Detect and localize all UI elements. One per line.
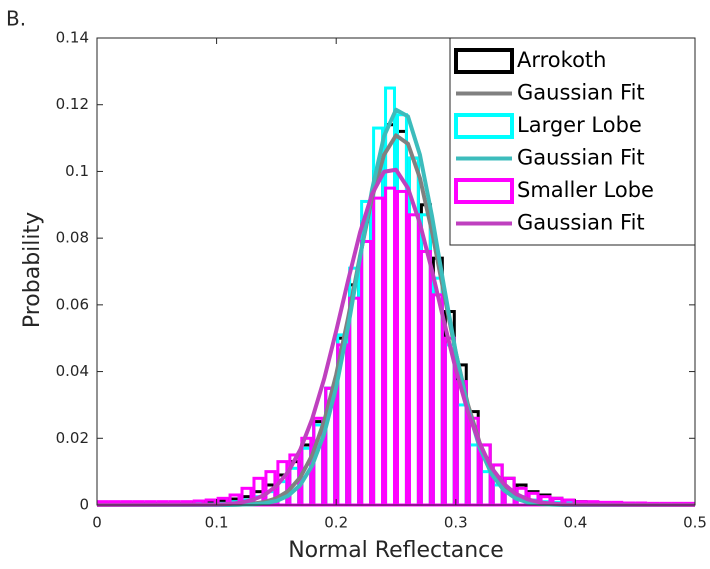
x-tick-label: 0.4 <box>563 514 587 532</box>
legend-label: Gaussian Fit <box>517 146 645 170</box>
y-axis-label: Probability <box>20 212 45 328</box>
y-tick-label: 0.14 <box>56 29 89 47</box>
x-tick-label: 0.3 <box>444 514 468 532</box>
y-tick-label: 0.08 <box>56 229 89 247</box>
fit-line <box>97 107 695 507</box>
legend-label: Smaller Lobe <box>517 178 654 202</box>
panel-label: B. <box>6 7 26 31</box>
y-tick-label: 0 <box>79 496 89 514</box>
x-tick-label: 0.1 <box>205 514 229 532</box>
legend-label: Gaussian Fit <box>517 211 645 235</box>
legend-label: Arrokoth <box>517 48 606 72</box>
x-tick-label: 0.2 <box>324 514 348 532</box>
legend-label: Gaussian Fit <box>517 81 645 105</box>
x-tick-label: 0 <box>92 514 102 532</box>
x-tick-label: 0.5 <box>683 514 707 532</box>
legend-swatch <box>454 48 514 74</box>
legend-swatch <box>454 178 514 204</box>
legend: Arrokoth Gaussian Fit Larger Lobe Gaussian … <box>449 37 696 246</box>
axes-box <box>96 37 696 506</box>
y-tick-label: 0.12 <box>56 95 89 113</box>
y-tick-label: 0.06 <box>56 295 89 313</box>
legend-label: Larger Lobe <box>517 113 642 137</box>
legend-swatch <box>454 113 514 139</box>
x-axis-label: Normal Reflectance <box>288 538 504 563</box>
y-tick-label: 0.04 <box>56 362 89 380</box>
fit-line <box>96 167 696 507</box>
y-tick-label: 0.02 <box>56 429 89 447</box>
y-tick-label: 0.1 <box>65 162 89 180</box>
